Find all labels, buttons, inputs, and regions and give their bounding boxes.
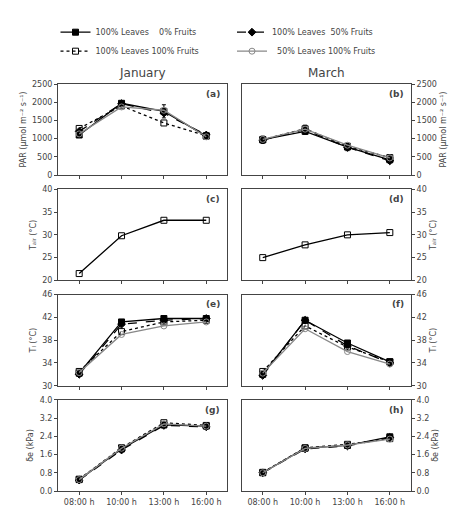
svg-text:2.4: 2.4 xyxy=(40,432,53,441)
svg-text:100% Leaves 0% Fruits: 100% Leaves 0% Fruits xyxy=(96,28,197,37)
svg-text:100% Leaves 100% Fruits: 100% Leaves 100% Fruits xyxy=(96,47,199,56)
svg-text:35: 35 xyxy=(417,208,427,217)
svg-text:10:00 h: 10:00 h xyxy=(290,498,321,507)
svg-text:PAR (μmol m⁻² s⁻¹): PAR (μmol m⁻² s⁻¹) xyxy=(19,92,28,168)
svg-text:38: 38 xyxy=(42,336,52,345)
svg-text:Tₐᵢᵣ (°C): Tₐᵢᵣ (°C) xyxy=(429,220,438,251)
svg-text:20: 20 xyxy=(417,276,427,285)
svg-text:2.4: 2.4 xyxy=(417,432,430,441)
svg-text:1000: 1000 xyxy=(417,134,437,143)
svg-text:08:00 h: 08:00 h xyxy=(64,498,95,507)
svg-text:35: 35 xyxy=(42,208,52,217)
svg-text:50% Leaves 100% Fruits: 50% Leaves 100% Fruits xyxy=(272,47,375,56)
svg-text:46: 46 xyxy=(417,290,427,299)
svg-text:30: 30 xyxy=(42,381,52,390)
svg-text:Tₗ (°C): Tₗ (°C) xyxy=(429,328,438,354)
svg-text:Tₗ (°C): Tₗ (°C) xyxy=(29,328,38,354)
svg-text:δe (kPa): δe (kPa) xyxy=(431,429,440,462)
svg-text:16:00 h: 16:00 h xyxy=(374,498,405,507)
svg-text:38: 38 xyxy=(417,336,427,345)
svg-text:34: 34 xyxy=(42,359,52,368)
svg-text:10:00 h: 10:00 h xyxy=(106,498,137,507)
svg-text:3.2: 3.2 xyxy=(417,414,430,423)
svg-text:0.8: 0.8 xyxy=(40,469,53,478)
svg-text:40: 40 xyxy=(42,185,52,194)
svg-text:(g): (g) xyxy=(205,405,220,415)
svg-text:(e): (e) xyxy=(206,299,220,309)
svg-text:(f): (f) xyxy=(392,299,404,309)
svg-text:4.0: 4.0 xyxy=(417,396,430,405)
svg-text:42: 42 xyxy=(417,313,427,322)
svg-text:2000: 2000 xyxy=(417,98,437,107)
svg-text:(b): (b) xyxy=(389,89,404,99)
svg-text:20: 20 xyxy=(42,276,52,285)
svg-text:30: 30 xyxy=(417,231,427,240)
svg-text:0.8: 0.8 xyxy=(417,469,430,478)
svg-text:(d): (d) xyxy=(389,194,404,204)
svg-text:08:00 h: 08:00 h xyxy=(247,498,278,507)
svg-text:0.0: 0.0 xyxy=(40,487,53,496)
svg-text:0.0: 0.0 xyxy=(417,487,430,496)
svg-text:25: 25 xyxy=(417,253,427,262)
svg-text:1.6: 1.6 xyxy=(417,450,430,459)
svg-text:0: 0 xyxy=(47,171,52,180)
svg-text:(a): (a) xyxy=(206,89,220,99)
svg-text:1.6: 1.6 xyxy=(40,450,53,459)
svg-text:500: 500 xyxy=(37,153,52,162)
svg-text:2500: 2500 xyxy=(32,80,52,89)
svg-text:42: 42 xyxy=(42,313,52,322)
svg-text:March: March xyxy=(308,66,345,80)
svg-text:30: 30 xyxy=(42,231,52,240)
svg-text:40: 40 xyxy=(417,185,427,194)
svg-text:2000: 2000 xyxy=(32,98,52,107)
svg-text:500: 500 xyxy=(417,153,432,162)
svg-text:(c): (c) xyxy=(206,194,220,204)
svg-text:δe (kPa): δe (kPa) xyxy=(26,429,35,462)
svg-text:0: 0 xyxy=(417,171,422,180)
svg-text:1500: 1500 xyxy=(417,116,437,125)
svg-text:25: 25 xyxy=(42,253,52,262)
svg-text:13:00 h: 13:00 h xyxy=(149,498,180,507)
svg-text:30: 30 xyxy=(417,381,427,390)
svg-text:46: 46 xyxy=(42,290,52,299)
svg-text:2500: 2500 xyxy=(417,80,437,89)
svg-text:3.2: 3.2 xyxy=(40,414,53,423)
svg-text:1000: 1000 xyxy=(32,134,52,143)
svg-text:4.0: 4.0 xyxy=(40,396,53,405)
svg-text:100% Leaves 50% Fruits: 100% Leaves 50% Fruits xyxy=(272,28,373,37)
svg-text:Tₐᵢᵣ (°C): Tₐᵢᵣ (°C) xyxy=(29,220,38,251)
svg-text:13:00 h: 13:00 h xyxy=(332,498,363,507)
svg-text:34: 34 xyxy=(417,359,427,368)
svg-text:(h): (h) xyxy=(389,405,404,415)
svg-text:January: January xyxy=(119,66,166,80)
svg-text:16:00 h: 16:00 h xyxy=(191,498,222,507)
svg-text:1500: 1500 xyxy=(32,116,52,125)
svg-text:PAR (μmol m⁻² s⁻¹): PAR (μmol m⁻² s⁻¹) xyxy=(439,92,448,168)
